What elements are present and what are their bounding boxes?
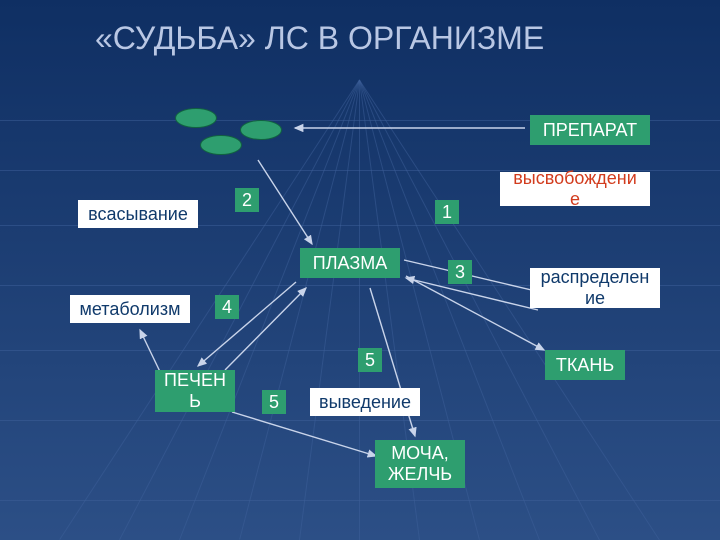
drug-pill-1	[200, 135, 242, 155]
node-metab: метаболизм	[70, 295, 190, 323]
step-number-1-0: 1	[435, 200, 459, 224]
node-raspr: распределен ие	[530, 268, 660, 308]
step-number-4-3: 4	[215, 295, 239, 319]
step-number-5-5: 5	[262, 390, 286, 414]
step-number-5-4: 5	[358, 348, 382, 372]
step-number-3-2: 3	[448, 260, 472, 284]
slide-title: «СУДЬБА» ЛС В ОРГАНИЗМЕ	[95, 20, 544, 57]
arrow-9	[406, 276, 544, 350]
node-vysv: высвобождени е	[500, 172, 650, 206]
drug-pill-2	[240, 120, 282, 140]
step-number-2-1: 2	[235, 188, 259, 212]
arrow-1	[258, 160, 312, 244]
arrow-4	[198, 282, 296, 366]
node-vsas: всасывание	[78, 200, 198, 228]
node-preparat: ПРЕПАРАТ	[530, 115, 650, 145]
drug-pill-0	[175, 108, 217, 128]
node-liver: ПЕЧЕН Ь	[155, 370, 235, 412]
node-tissue: ТКАНЬ	[545, 350, 625, 380]
node-plasma: ПЛАЗМА	[300, 248, 400, 278]
arrow-2	[404, 260, 540, 292]
node-urine: МОЧА, ЖЕЛЧЬ	[375, 440, 465, 488]
arrow-3	[406, 278, 538, 310]
diagram-stage: «СУДЬБА» ЛС В ОРГАНИЗМЕ ПРЕПАРАТ ПЛАЗМА ПЕЧ…	[0, 0, 720, 540]
arrow-7	[232, 412, 376, 456]
node-vyved: выведение	[310, 388, 420, 416]
